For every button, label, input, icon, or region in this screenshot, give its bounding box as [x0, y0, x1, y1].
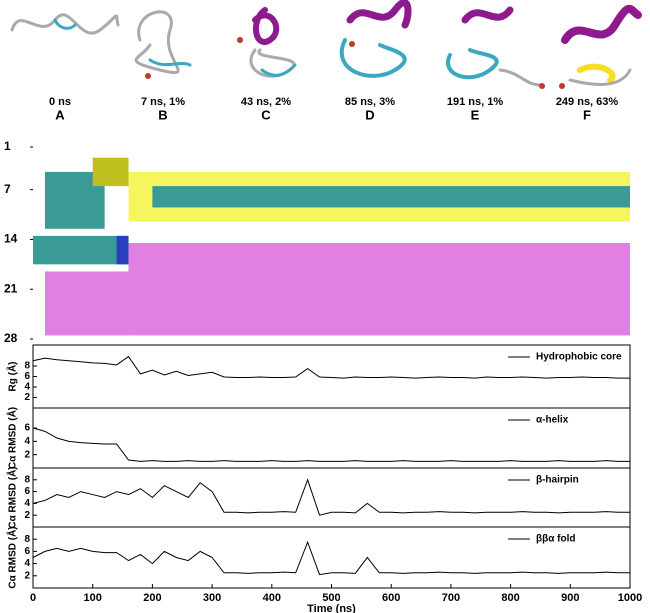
y-tick-label: 8	[24, 474, 30, 485]
y-tick-label: 6	[24, 546, 30, 557]
snapshot-art	[10, 0, 642, 89]
y-tick-label: 4	[24, 382, 30, 393]
legend-label: ββα fold	[536, 534, 575, 545]
snapshot-time: 7 ns, 1%	[141, 96, 185, 108]
series-line	[32, 355, 630, 379]
snapshot-letter: C	[261, 107, 271, 122]
y-axis-label: Cα RMSD (Å)	[6, 407, 19, 469]
legend-label: α-helix	[536, 415, 569, 426]
ss-band	[44, 271, 129, 336]
y-axis-label: Cα RMSD (Å)	[6, 466, 19, 528]
snapshot-letter: F	[583, 107, 591, 122]
y-tick-label: 6	[24, 423, 30, 434]
x-tick-label: 0	[30, 592, 36, 604]
x-tick-label: 500	[322, 592, 340, 604]
series-line	[32, 478, 630, 516]
x-tick-label: 100	[84, 592, 102, 604]
x-tick-label: 400	[263, 592, 281, 604]
y-tick-label: 2	[24, 392, 30, 403]
x-tick-label: 1000	[618, 592, 642, 604]
ss-band	[33, 235, 129, 265]
y-tick-label: 2	[24, 510, 30, 521]
y-tick-label: 2	[24, 449, 30, 460]
snapshot-time: 249 ns, 63%	[556, 96, 619, 108]
y-axis-label: Rg (Å)	[6, 362, 19, 392]
snapshot-labels: 0 nsA 7 ns, 1%B 43 ns, 2%C 85 ns, 3%D 191 ns…	[49, 96, 618, 123]
snapshot-time: 0 ns	[49, 96, 71, 108]
x-tick-label: 300	[203, 592, 221, 604]
snapshot-letter: E	[471, 107, 480, 122]
y-tick-label: 28	[4, 331, 18, 345]
y-tick-label: 2	[24, 570, 30, 581]
y-tick-label: 21	[4, 281, 18, 295]
x-tick-label: 200	[143, 592, 161, 604]
ss-band	[152, 186, 630, 208]
snapshot-time: 85 ns, 3%	[345, 96, 395, 108]
y-tick-label: 6	[24, 371, 30, 382]
y-tick-label: 4	[24, 498, 30, 509]
x-axis-label: Time (ns)	[307, 603, 356, 613]
snapshot-letter: A	[55, 107, 65, 122]
ss-band	[128, 243, 630, 336]
y-tick-label: 4	[24, 436, 30, 447]
x-tick-label: 800	[501, 592, 519, 604]
series-line	[32, 427, 630, 462]
series-line	[32, 540, 630, 576]
y-tick-label: 4	[24, 558, 30, 569]
x-tick-label: 900	[561, 592, 579, 604]
ss-band	[116, 235, 129, 265]
x-tick-label: 600	[382, 592, 400, 604]
snapshot-letter: D	[365, 107, 374, 122]
ss-band	[92, 157, 129, 187]
y-tick-label: 1	[4, 139, 11, 153]
x-tick-label: 700	[442, 592, 460, 604]
y-tick-label: 14	[4, 232, 18, 246]
y-tick-label: 6	[24, 486, 30, 497]
y-axis-label: Cα RMSD (Å)	[6, 526, 19, 588]
y-tick-label: 8	[24, 361, 30, 372]
legend-label: Hydrophobic core	[536, 352, 622, 363]
snapshot-letter: B	[158, 107, 167, 122]
snapshot-time: 43 ns, 2%	[241, 96, 291, 108]
snapshot-time: 191 ns, 1%	[447, 96, 503, 108]
legend-label: β-hairpin	[536, 475, 579, 486]
y-tick-label: 8	[24, 534, 30, 545]
y-tick-label: 7	[4, 182, 11, 196]
